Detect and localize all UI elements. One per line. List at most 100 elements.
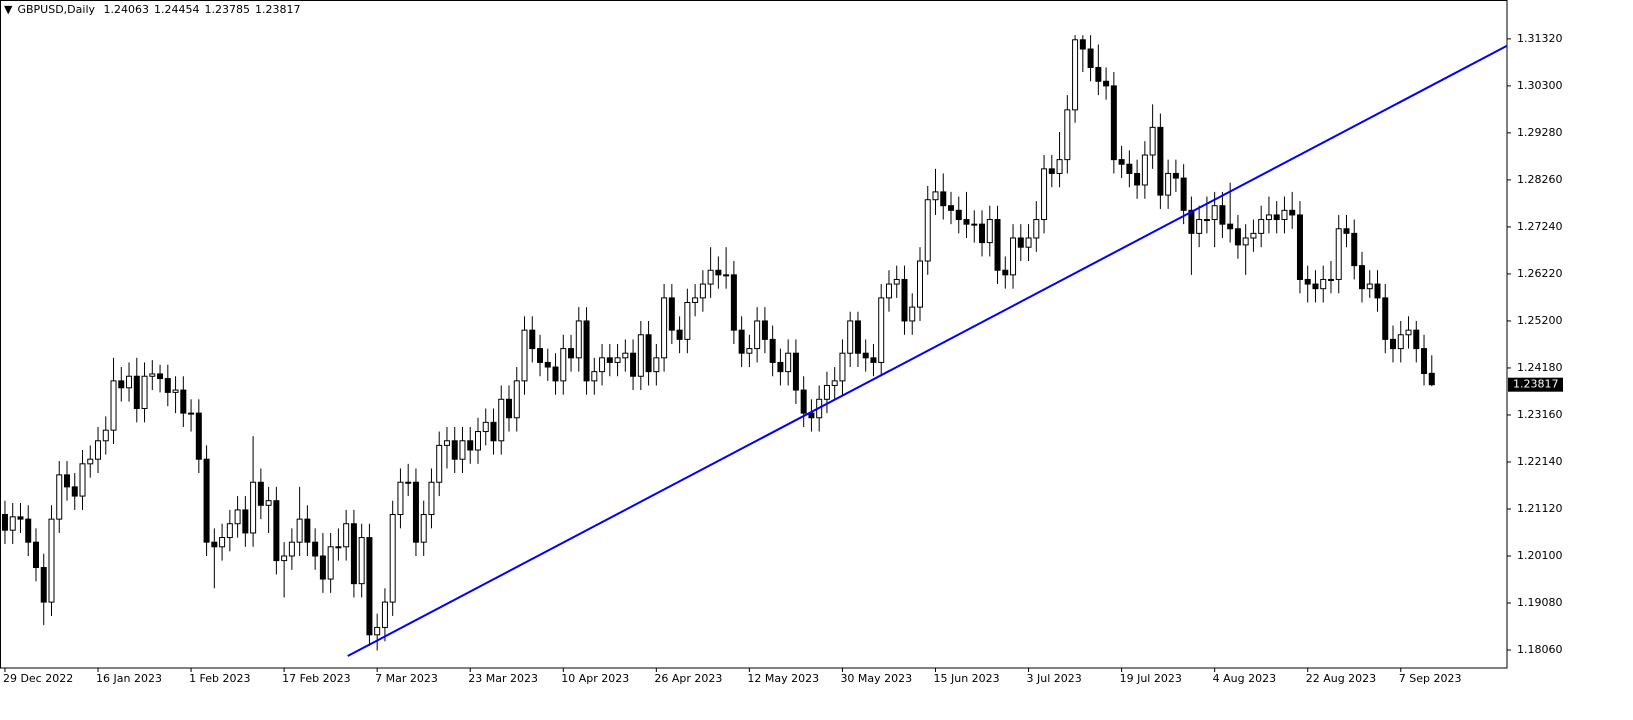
- candle-body: [288, 541, 295, 557]
- candle-body: [1281, 209, 1288, 221]
- candle-body: [769, 338, 776, 363]
- candle-body: [932, 191, 939, 201]
- candle-body: [1, 514, 8, 531]
- candle-body: [948, 205, 955, 211]
- candle-body: [785, 352, 792, 373]
- candle-body: [1273, 214, 1280, 221]
- candle-body: [1242, 237, 1249, 246]
- y-tick-label: 1.21120: [1517, 502, 1563, 515]
- candle-body: [575, 320, 582, 359]
- candle-body: [1405, 329, 1412, 336]
- candle-body: [1033, 219, 1040, 239]
- y-tick-label: 1.31320: [1517, 32, 1563, 45]
- candle-body: [862, 352, 869, 359]
- candle-body: [180, 389, 187, 414]
- candle-body: [1343, 228, 1350, 234]
- candle-body: [1188, 209, 1195, 234]
- candle-body: [661, 297, 668, 359]
- candle-body: [110, 380, 117, 431]
- candle-body: [591, 371, 598, 382]
- candle-body: [893, 278, 900, 285]
- x-tick-label: 30 May 2023: [840, 672, 912, 685]
- candle-body: [1149, 126, 1156, 156]
- candle-body: [521, 329, 528, 382]
- candle-body: [878, 297, 885, 363]
- candle-body: [1203, 219, 1210, 222]
- candle-body: [172, 389, 179, 393]
- candle-body: [188, 412, 195, 415]
- candle-body: [1312, 283, 1319, 290]
- x-tick-label: 3 Jul 2023: [1027, 672, 1082, 685]
- candle-body: [552, 366, 559, 382]
- candle-body: [746, 348, 753, 354]
- candle-body: [513, 380, 520, 419]
- candle-body: [443, 440, 450, 446]
- candle-body: [1157, 126, 1164, 196]
- candle-body: [971, 223, 978, 226]
- open-value: 1.24063: [103, 3, 150, 16]
- candle-body: [885, 283, 892, 299]
- candle-body: [986, 219, 993, 244]
- candle-body: [358, 537, 365, 585]
- candle-body: [506, 398, 513, 419]
- candle-body: [870, 357, 877, 363]
- candle-body: [381, 601, 388, 628]
- candle-body: [133, 375, 140, 410]
- candle-body: [195, 412, 202, 460]
- x-tick-label: 15 Jun 2023: [933, 672, 999, 685]
- candle-body: [583, 320, 590, 382]
- candle-body: [684, 302, 691, 340]
- candle-body: [940, 191, 947, 207]
- candle-body: [296, 518, 303, 543]
- candle-body: [676, 329, 683, 340]
- low-value: 1.23785: [204, 3, 251, 16]
- candle-body: [1421, 348, 1428, 374]
- candle-body: [118, 380, 125, 389]
- candle-body: [979, 223, 986, 244]
- candle-body: [1366, 283, 1373, 290]
- candle-body: [71, 486, 78, 497]
- x-tick-label: 29 Dec 2022: [3, 672, 73, 685]
- candle-body: [1134, 172, 1141, 186]
- candle-body: [157, 373, 164, 380]
- candle-body: [126, 375, 133, 389]
- candle-body: [17, 516, 24, 520]
- x-tick-label: 19 Jul 2023: [1120, 672, 1182, 685]
- candle-body: [1335, 228, 1342, 280]
- candle-body: [164, 378, 171, 393]
- symbol: GBPUSD,Daily: [17, 3, 96, 16]
- candle-body: [699, 283, 706, 299]
- candle-body: [800, 389, 807, 414]
- candle-body: [1327, 278, 1334, 281]
- candle-body: [730, 274, 737, 331]
- candle-body: [1397, 334, 1404, 350]
- candle-body: [761, 320, 768, 340]
- candle-body: [1304, 278, 1311, 285]
- candle-body: [1118, 159, 1125, 165]
- candle-body: [1072, 39, 1079, 111]
- candle-body: [614, 357, 621, 363]
- candle-body: [1227, 223, 1234, 230]
- x-tick-label: 22 Aug 2023: [1306, 672, 1376, 685]
- candle-body: [474, 431, 481, 451]
- candle-body: [1258, 219, 1265, 234]
- candle-body: [994, 219, 1001, 271]
- candle-body: [754, 320, 761, 350]
- price-box: [1508, 377, 1563, 392]
- x-tick-label: 10 Apr 2023: [561, 672, 629, 685]
- candle-body: [1296, 214, 1303, 280]
- candle-body: [273, 500, 280, 562]
- candle-body: [901, 278, 908, 322]
- header-arrow[interactable]: ▼: [4, 3, 13, 16]
- candle-body: [1358, 265, 1365, 290]
- candle-body: [909, 306, 916, 322]
- candle-body: [25, 518, 32, 543]
- candle-body: [56, 474, 63, 520]
- plot-frame: [0, 0, 1508, 669]
- candle-body: [1428, 372, 1435, 386]
- y-tick-label: 1.23160: [1517, 408, 1563, 421]
- candle-body: [1374, 283, 1381, 299]
- candle-body: [955, 209, 962, 221]
